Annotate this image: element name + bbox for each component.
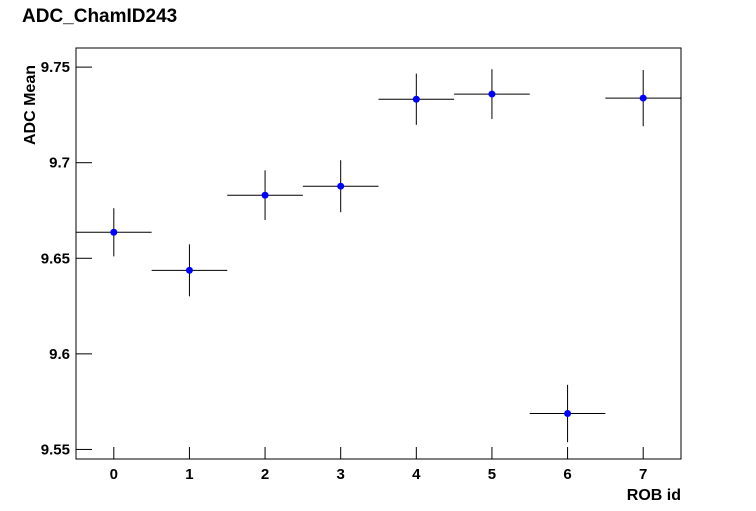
- data-point: [337, 182, 345, 190]
- plot-frame: [75, 47, 682, 460]
- data-point: [110, 228, 118, 236]
- x-tick-label: 3: [337, 466, 345, 483]
- x-tick-label: 0: [110, 466, 118, 483]
- data-point: [185, 266, 193, 274]
- data-point: [488, 90, 496, 98]
- x-tick-label: 4: [412, 466, 421, 483]
- y-tick-label: 9.55: [41, 441, 70, 458]
- x-tick-label: 7: [639, 466, 647, 483]
- y-axis-label: ADC Mean: [22, 65, 39, 145]
- data-point: [639, 94, 647, 102]
- y-tick-label: 9.65: [41, 250, 70, 267]
- y-tick-label: 9.6: [49, 346, 70, 363]
- x-tick-label: 2: [261, 466, 269, 483]
- data-point: [261, 191, 269, 199]
- x-tick-label: 1: [185, 466, 193, 483]
- x-tick-label: 6: [563, 466, 571, 483]
- y-tick-label: 9.75: [41, 59, 70, 76]
- chart-title: ADC_ChamID243: [22, 6, 177, 27]
- data-point: [412, 95, 420, 103]
- data-point: [564, 410, 572, 418]
- x-axis-label: ROB id: [627, 487, 681, 504]
- y-tick-label: 9.7: [49, 155, 70, 172]
- x-tick-label: 5: [488, 466, 496, 483]
